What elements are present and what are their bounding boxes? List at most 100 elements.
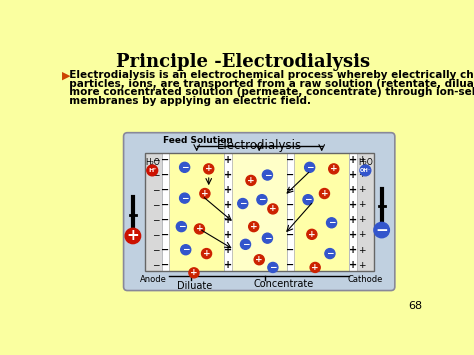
Text: −: − [306,163,313,172]
Bar [287,153,294,271]
Text: +: + [349,155,357,165]
Text: Cathode: Cathode [348,275,383,284]
Circle shape [307,229,317,239]
Text: +: + [190,268,198,277]
Text: +: + [311,263,319,272]
Text: +: + [330,164,337,173]
Text: +: + [224,215,232,225]
Circle shape [327,218,337,228]
Text: −: − [153,185,160,194]
Text: −: − [286,260,294,270]
Circle shape [246,175,256,185]
Text: +: + [358,261,366,270]
Text: particles, ions, are transported from a raw solution (retentate, diluate) into a: particles, ions, are transported from a … [63,79,474,89]
Text: +: + [358,170,366,179]
Text: +: + [349,185,357,195]
Bar [294,153,349,271]
Text: Electrodialysis is an electrochemical process whereby electrically charged: Electrodialysis is an electrochemical pr… [63,70,474,80]
Text: −: − [161,170,170,180]
Text: −: − [161,200,170,210]
Text: +: + [224,230,232,240]
Circle shape [238,198,248,208]
Circle shape [305,162,315,172]
Text: −: − [258,195,266,204]
Text: +: + [358,155,366,164]
Text: −: − [286,170,294,180]
Text: −: − [161,230,170,240]
Text: +: + [203,249,210,258]
Circle shape [254,255,264,265]
Text: membranes by applying an electric field.: membranes by applying an electric field. [63,96,311,106]
Circle shape [325,248,335,258]
Bar [357,153,374,271]
Circle shape [268,262,278,272]
Text: +: + [349,200,357,210]
Text: −: − [328,218,335,227]
Text: OH⁻: OH⁻ [360,168,371,173]
Text: +: + [358,246,366,255]
Text: +: + [224,245,232,255]
Text: −: − [269,263,277,272]
Text: +: + [224,260,232,270]
Text: +: + [269,204,277,213]
Text: −: − [161,260,170,270]
Text: +: + [247,176,255,185]
Text: Anode: Anode [139,275,166,284]
Text: −: − [182,245,190,254]
Text: H₂O: H₂O [358,158,373,167]
Text: +: + [201,189,209,198]
Bar [145,153,374,271]
Text: −: − [264,170,271,180]
Text: +: + [127,229,139,244]
Text: ▶: ▶ [63,70,71,80]
Bar [169,153,224,271]
Circle shape [204,164,214,174]
Text: −: − [326,249,334,258]
Text: −: − [286,215,294,225]
Text: +: + [255,255,263,264]
Text: +: + [224,170,232,180]
Text: 68: 68 [408,301,422,311]
Circle shape [263,170,273,180]
Text: +: + [224,200,232,210]
Text: +: + [308,230,316,239]
Text: Concentrate: Concentrate [254,279,314,289]
Circle shape [176,222,186,231]
Text: −: − [161,155,170,165]
Circle shape [200,189,210,198]
Text: −: − [286,155,294,165]
Text: −: − [153,246,160,255]
Bar [349,153,357,271]
Text: +: + [224,155,232,165]
Text: H₂O: H₂O [146,158,160,167]
Text: −: − [375,223,388,237]
Text: +: + [358,230,366,240]
Text: +: + [358,185,366,194]
Text: −: − [161,185,170,195]
Circle shape [125,228,141,244]
Bar [162,153,169,271]
Text: +: + [349,230,357,240]
Text: −: − [286,200,294,210]
Bar [232,153,287,271]
Circle shape [310,262,320,272]
Circle shape [194,224,204,234]
Circle shape [180,162,190,172]
Text: −: − [161,245,170,255]
Text: +: + [224,185,232,195]
Text: +: + [349,260,357,270]
Circle shape [319,189,329,198]
Text: +: + [349,245,357,255]
Text: −: − [239,199,246,208]
Circle shape [249,222,259,231]
Text: +: + [205,164,212,173]
Text: −: − [161,215,170,225]
Circle shape [201,248,211,258]
Text: more concentrated solution (permeate, concentrate) through ion-selective: more concentrated solution (permeate, co… [63,87,474,97]
Text: −: − [153,170,160,179]
Text: Principle -Electrodialysis: Principle -Electrodialysis [116,53,370,71]
Text: −: − [153,261,160,270]
Text: Diluate: Diluate [177,281,213,291]
Text: −: − [178,222,185,231]
Text: −: − [181,163,188,172]
